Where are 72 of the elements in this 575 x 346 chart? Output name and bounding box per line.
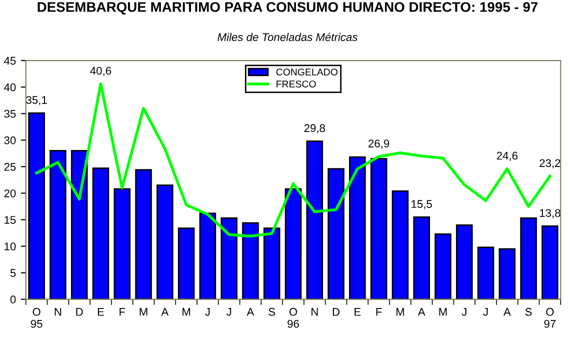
x-tick-label: N (54, 308, 62, 316)
y-tick-label: 20 (4, 189, 16, 198)
x-tick-label: S (268, 308, 276, 316)
bar (220, 217, 238, 300)
data-label: 35,1 (26, 96, 47, 106)
legend-label: CONGELADO (276, 68, 338, 76)
bar (477, 246, 494, 300)
x-tick-label: A (246, 308, 254, 316)
x-tick-label: E (98, 308, 104, 316)
y-tick-label: 35 (4, 110, 16, 118)
x-tick-label: O 95 (30, 308, 42, 328)
bar (50, 150, 66, 300)
bar (370, 158, 388, 300)
x-tick-label: O 96 (288, 308, 299, 328)
x-tick-label: M (182, 308, 190, 316)
x-tick-label: J (483, 308, 488, 316)
bar (263, 228, 280, 300)
bar (434, 233, 452, 300)
bar (542, 225, 558, 300)
x-tick-label: M (396, 308, 404, 316)
data-label: 29,8 (304, 124, 325, 134)
x-tick-label: A (161, 308, 169, 316)
y-tick-label: 10 (4, 242, 16, 250)
bar (328, 168, 344, 300)
y-tick-label: 45 (4, 56, 16, 65)
chart-title: DESEMBARQUE MARITIMO PARA CONSUMO HUMANO DIRECTO: 1995 - 97 (38, 2, 538, 15)
x-tick-label: S (525, 308, 532, 316)
x-tick-label: M (439, 308, 447, 316)
bar (199, 212, 216, 300)
x-tick-label: F (120, 308, 126, 316)
bar (284, 188, 302, 300)
y-tick-label: 5 (10, 269, 16, 277)
x-tick-label: N (312, 308, 318, 316)
x-tick-label: D (76, 308, 83, 316)
y-tick-label: 40 (4, 83, 16, 92)
data-label: 24,6 (496, 152, 518, 161)
data-label: 13,8 (540, 209, 560, 218)
bar (456, 224, 473, 300)
bar (114, 188, 131, 300)
bar (92, 168, 110, 300)
bar (28, 112, 45, 300)
bar (70, 150, 88, 300)
x-tick-label: F (376, 308, 382, 316)
x-tick-label: E (354, 308, 361, 316)
x-tick-label: J (462, 308, 466, 316)
bar (135, 169, 152, 300)
bar (178, 228, 195, 300)
y-tick-label: 15 (4, 216, 16, 224)
bar (156, 184, 174, 300)
x-tick-label: A (418, 308, 426, 316)
y-tick-label: 0 (10, 296, 16, 304)
y-tick-label: 25 (4, 162, 16, 171)
bar (520, 217, 537, 300)
bar (498, 248, 516, 300)
bar (306, 140, 324, 300)
x-tick-label: O 97 (544, 308, 556, 328)
legend-label: FRESCO (276, 80, 316, 88)
bar (242, 222, 259, 300)
x-tick-label: D (332, 308, 340, 316)
y-tick-label: 30 (4, 136, 16, 144)
data-label: 23,2 (540, 159, 560, 168)
data-label: 26,9 (368, 140, 390, 149)
bar (349, 156, 366, 300)
x-tick-label: A (503, 308, 511, 316)
bar (392, 190, 409, 300)
x-tick-label: J (226, 308, 232, 316)
data-label: 40,6 (90, 66, 112, 76)
chart-subtitle: Miles de Toneladas Métricas (218, 32, 358, 42)
x-tick-label: M (140, 308, 148, 316)
bar (413, 216, 430, 300)
x-tick-label: J (205, 308, 210, 316)
data-label: 15,5 (412, 200, 432, 210)
